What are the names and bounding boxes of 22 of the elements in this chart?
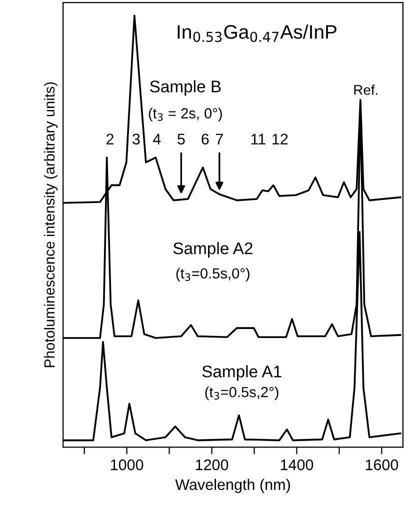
- x-tick-label: 1600: [366, 459, 398, 470]
- annotation: 12: [272, 134, 288, 144]
- x-axis-title: Wavelength (nm): [175, 478, 290, 494]
- annotation: Sample A2: [173, 242, 252, 258]
- annotation: (t$_{3}$ = 2s, 0°): [148, 108, 222, 122]
- annotation: 6: [202, 134, 209, 145]
- annotation: (t$_{3}$=0.5s,2°): [205, 386, 278, 400]
- annotation: Ref.: [354, 84, 378, 95]
- annotation: 7: [216, 134, 223, 144]
- y-axis-title: Photoluminescence intensity (arbitrary units): [44, 82, 58, 368]
- annotation: Sample B: [150, 80, 221, 96]
- chart-title: In$_{0.53}$Ga$_{0.47}$As/InP: [178, 24, 336, 42]
- annotation: Sample A1: [202, 365, 282, 381]
- x-tick-label: 1000: [110, 459, 144, 470]
- annotation: (t$_{3}$=0.5s,0°): [176, 268, 250, 282]
- annotation: 4: [152, 134, 161, 144]
- annotation: 2: [106, 134, 114, 144]
- x-tick-label: 1400: [280, 459, 314, 470]
- annotation: 5: [178, 134, 185, 145]
- x-tick-label: 1200: [196, 459, 228, 470]
- annotation: 11: [251, 134, 266, 144]
- annotation: 3: [132, 134, 140, 145]
